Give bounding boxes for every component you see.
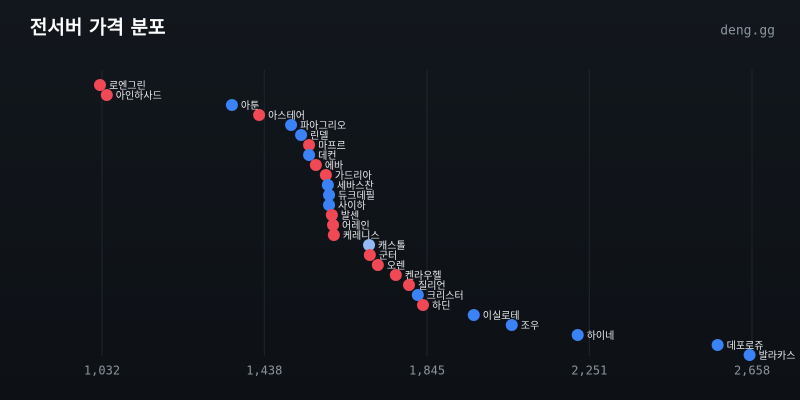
point bbox=[363, 249, 376, 261]
point-label: 케레니스 bbox=[343, 230, 380, 242]
point-label: 캐스톨 bbox=[378, 240, 406, 252]
point bbox=[327, 219, 340, 231]
point-label: 파아그리오 bbox=[300, 120, 346, 132]
point-label: 린델 bbox=[310, 130, 328, 142]
point-label: 데컨 bbox=[318, 150, 336, 162]
point-label: 질리언 bbox=[418, 280, 446, 292]
point-label: 군터 bbox=[379, 250, 397, 262]
point-label: 듀크데필 bbox=[338, 190, 375, 202]
point-label: 발라카스 bbox=[759, 350, 796, 362]
point-label: 아인하사드 bbox=[116, 89, 162, 102]
point bbox=[319, 169, 332, 181]
point bbox=[327, 229, 340, 241]
point bbox=[363, 239, 376, 251]
x-tick-label: 1,438 bbox=[246, 364, 282, 378]
point bbox=[295, 129, 308, 141]
point-label: 데포로쥬 bbox=[727, 340, 764, 352]
point bbox=[303, 149, 316, 161]
point bbox=[371, 259, 384, 271]
point bbox=[253, 109, 266, 121]
point-label: 에바 bbox=[325, 160, 343, 172]
chart-title: 전서버 가격 분포 bbox=[30, 17, 166, 39]
point-label: 마프르 bbox=[318, 140, 346, 152]
x-tick-label: 1,032 bbox=[84, 364, 120, 378]
point bbox=[571, 329, 584, 341]
x-tick-label: 2,658 bbox=[734, 364, 770, 378]
point-label: 사이하 bbox=[338, 199, 366, 212]
point bbox=[303, 139, 316, 151]
point-label: 세바스찬 bbox=[337, 180, 374, 192]
x-tick-label: 1,845 bbox=[409, 364, 445, 378]
point bbox=[321, 179, 334, 191]
point bbox=[389, 269, 402, 281]
point-label: 아툰 bbox=[241, 100, 259, 112]
point bbox=[711, 339, 724, 351]
point bbox=[285, 119, 298, 131]
point bbox=[309, 159, 322, 171]
point-label: 아스테어 bbox=[268, 110, 305, 122]
point bbox=[467, 309, 480, 321]
point bbox=[403, 279, 416, 291]
point bbox=[505, 319, 518, 331]
point-label: 하딘 bbox=[432, 299, 450, 312]
point bbox=[93, 79, 106, 91]
point bbox=[743, 349, 756, 361]
point bbox=[411, 289, 424, 301]
point-label: 어레인 bbox=[342, 220, 370, 232]
x-tick-label: 2,251 bbox=[571, 364, 607, 378]
point bbox=[323, 199, 336, 211]
point-label: 크리스터 bbox=[427, 290, 464, 302]
point-label: 오렌 bbox=[387, 260, 405, 272]
brand: deng.gg bbox=[720, 24, 775, 39]
point-label: 하이네 bbox=[587, 329, 615, 342]
point bbox=[325, 209, 338, 221]
point bbox=[323, 189, 336, 201]
point-label: 가드리아 bbox=[335, 170, 372, 182]
point-label: 로엔그린 bbox=[109, 80, 146, 92]
point-label: 이실로테 bbox=[483, 310, 520, 322]
point bbox=[417, 299, 430, 311]
point bbox=[100, 89, 113, 101]
point bbox=[225, 99, 238, 111]
point-label: 발센 bbox=[341, 210, 359, 222]
point-label: 켄라우헬 bbox=[405, 270, 442, 282]
point-label: 조우 bbox=[521, 320, 539, 332]
